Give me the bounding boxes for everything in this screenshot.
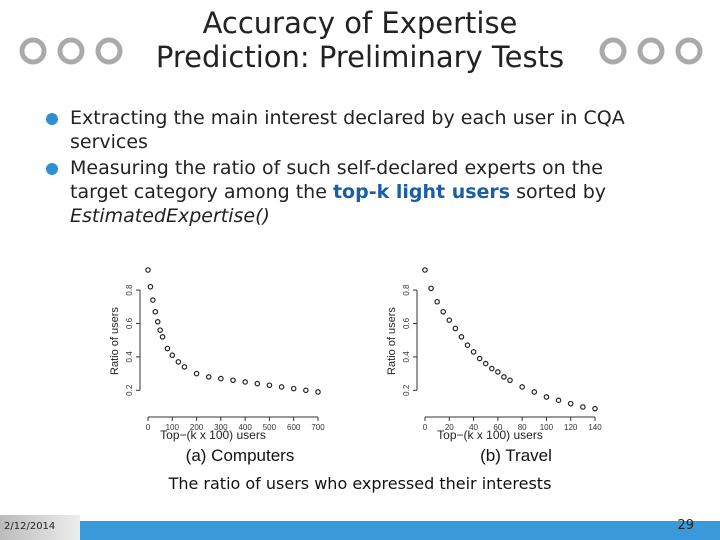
point [580,404,586,410]
x-tick-label: 60 [493,423,502,432]
point [315,389,321,395]
figure-caption: The ratio of users who expressed their i… [168,474,552,493]
point [290,385,297,392]
bullet-list: Extracting the main interest declared by… [44,106,664,230]
y-tick-label: 0.2 [125,384,134,396]
point [218,375,224,382]
point [482,360,489,367]
point [434,298,440,305]
title-line: Accuracy of Expertise [202,6,518,40]
x-tick-label: 100 [166,423,180,432]
point [470,349,477,355]
point [147,283,154,290]
x-tick-label: 120 [564,423,578,432]
point [543,394,550,400]
point [555,397,562,404]
point [242,379,248,385]
bullet: Extracting the main interest declared by… [44,106,664,154]
x-tick-label: 200 [190,423,204,432]
point [150,297,156,303]
x-tick-label: 300 [214,423,228,432]
decoration [599,37,703,65]
bullet-text: top-k light users [332,181,511,203]
x-tick-label: 400 [238,423,252,432]
y-axis-label: Ratio of users [386,307,398,375]
bullet-text: Extracting the main interest declared by… [70,107,625,153]
point [476,355,483,362]
x-axis-label: Top−(k x 100) users [160,428,266,442]
bullet: Measuring the ratio of such self-declare… [44,156,664,228]
point [159,334,166,340]
y-tick-label: 0.8 [125,284,134,296]
point [567,400,574,407]
point [157,327,163,333]
footer-bar [0,515,720,540]
charts: 0.20.40.60.80 100 200 300 400 500 600 700Top−(k… [109,267,602,465]
point [175,359,182,365]
point [501,374,507,380]
x-tick-label: 40 [469,423,478,432]
x-tick-label: 600 [287,423,301,432]
x-tick-label: 80 [518,423,527,432]
point [519,384,525,390]
x-tick-label: 100 [540,423,554,432]
y-tick-label: 0.6 [402,317,411,329]
point [531,389,538,395]
decoration [19,37,123,65]
x-tick-label: 0 [146,423,151,432]
point [303,387,309,394]
x-axis-label: Top−(k x 100) users [437,428,543,442]
x-tick-label: 20 [445,423,454,432]
title: Accuracy of Expertise Prediction: Prelim… [140,6,580,74]
bullet-text: EstimatedExpertise() [70,205,270,227]
point [428,285,434,292]
point [495,369,501,375]
point [181,364,188,370]
point [154,318,161,325]
chart-caption: (b) Travel [480,446,552,465]
point [230,377,236,384]
y-tick-label: 0.4 [402,351,411,363]
point [488,365,495,372]
point [145,267,151,273]
y-tick-label: 0.2 [402,384,411,396]
x-tick-label: 140 [588,423,602,432]
point [164,345,171,352]
y-tick-label: 0.8 [402,284,411,296]
y-tick-label: 0.6 [125,317,134,329]
point [278,384,285,390]
y-tick-label: 0.4 [125,351,134,363]
page-number: 29 [677,518,694,533]
x-tick-label: 700 [311,423,325,432]
point [254,380,261,387]
point [507,377,513,384]
point [266,382,273,389]
x-tick-label: 0 [423,423,428,432]
bullet-text: Measuring the ratio of such self-declare… [70,157,603,203]
date: 2/12/2014 [4,521,56,532]
point [193,370,200,377]
x-tick-label: 500 [263,423,277,432]
point [446,317,453,323]
point [152,308,159,315]
point [422,267,428,273]
y-axis-label: Ratio of users [109,307,121,375]
point [169,352,176,359]
chart-caption: (a) Computers [186,446,295,465]
point [205,374,212,380]
bullet-text: sorted by [510,181,607,203]
point [464,342,471,348]
title-line: Prediction: Preliminary Tests [155,40,565,74]
point [452,325,459,332]
point [440,308,447,315]
point [592,405,598,412]
point [458,334,465,340]
